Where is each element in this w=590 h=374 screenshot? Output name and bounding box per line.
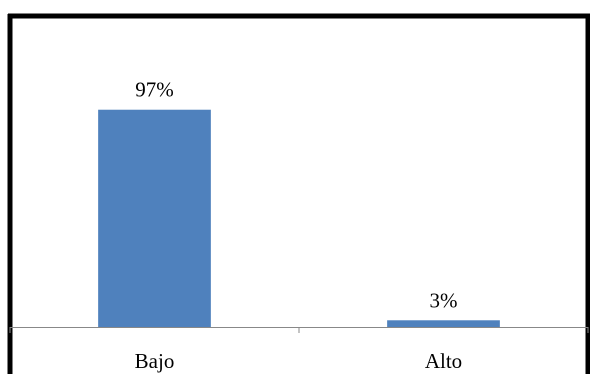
tick-label-alto: Alto	[425, 349, 462, 373]
data-labels-layer: 97% 3%	[135, 78, 457, 313]
bar-alto	[387, 320, 500, 327]
chart-border	[7, 13, 590, 374]
x-axis-tick-labels: Bajo Alto	[135, 349, 463, 373]
data-label-alto: 3%	[430, 288, 458, 312]
data-label-bajo: 97%	[135, 78, 174, 102]
x-axis-ticks	[9, 327, 589, 333]
bars-layer	[98, 109, 500, 327]
tick-label-bajo: Bajo	[135, 349, 175, 373]
bar-bajo	[98, 109, 211, 327]
